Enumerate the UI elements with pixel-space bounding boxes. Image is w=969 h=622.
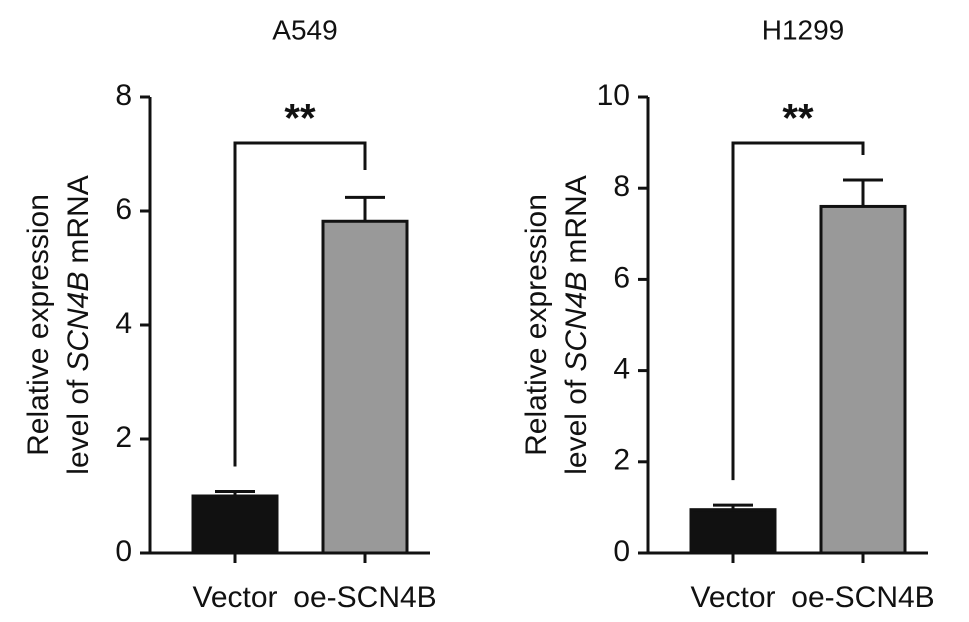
chart-title: A549 [272,14,337,45]
y-tick-label: 4 [115,307,132,340]
y-tick-label: 2 [115,421,132,454]
y-tick-label: 6 [115,193,132,226]
chart-title: H1299 [762,14,845,45]
significance-bracket [731,141,865,481]
significance-bracket [233,141,367,467]
y-axis-label: level of SCN4B mRNA [560,175,593,474]
y-tick-label: 6 [613,261,630,294]
significance-label: ** [782,97,814,141]
y-tick-label: 2 [613,444,630,477]
y-axis-label-part: level of [560,379,593,475]
x-tick-label: oe-SCN4B [293,581,436,614]
y-axis-label: Relative expression [520,194,553,456]
bar [191,494,279,555]
y-axis-label-part: mRNA [62,175,95,263]
y-tick-label: 0 [613,535,630,568]
bar [689,508,777,555]
y-axis-label: Relative expression [22,194,55,456]
y-axis-label-part: SCN4B [560,272,593,372]
y-axis-label-part: SCN4B [62,272,95,372]
x-tick-label: Vector [192,581,277,614]
significance-label: ** [284,97,316,141]
y-tick-label: 10 [597,79,630,112]
y-axis-label: level of SCN4B mRNA [62,175,95,474]
y-tick-label: 8 [115,79,132,112]
y-tick-label: 4 [613,353,630,386]
y-tick-label: 0 [115,535,132,568]
bar [819,204,907,555]
y-tick-label: 8 [613,170,630,203]
x-tick-label: Vector [690,581,775,614]
bar [321,219,409,555]
x-tick-label: oe-SCN4B [791,581,934,614]
y-axis-label-part: level of [62,379,95,475]
y-axis-label-part: mRNA [560,175,593,263]
